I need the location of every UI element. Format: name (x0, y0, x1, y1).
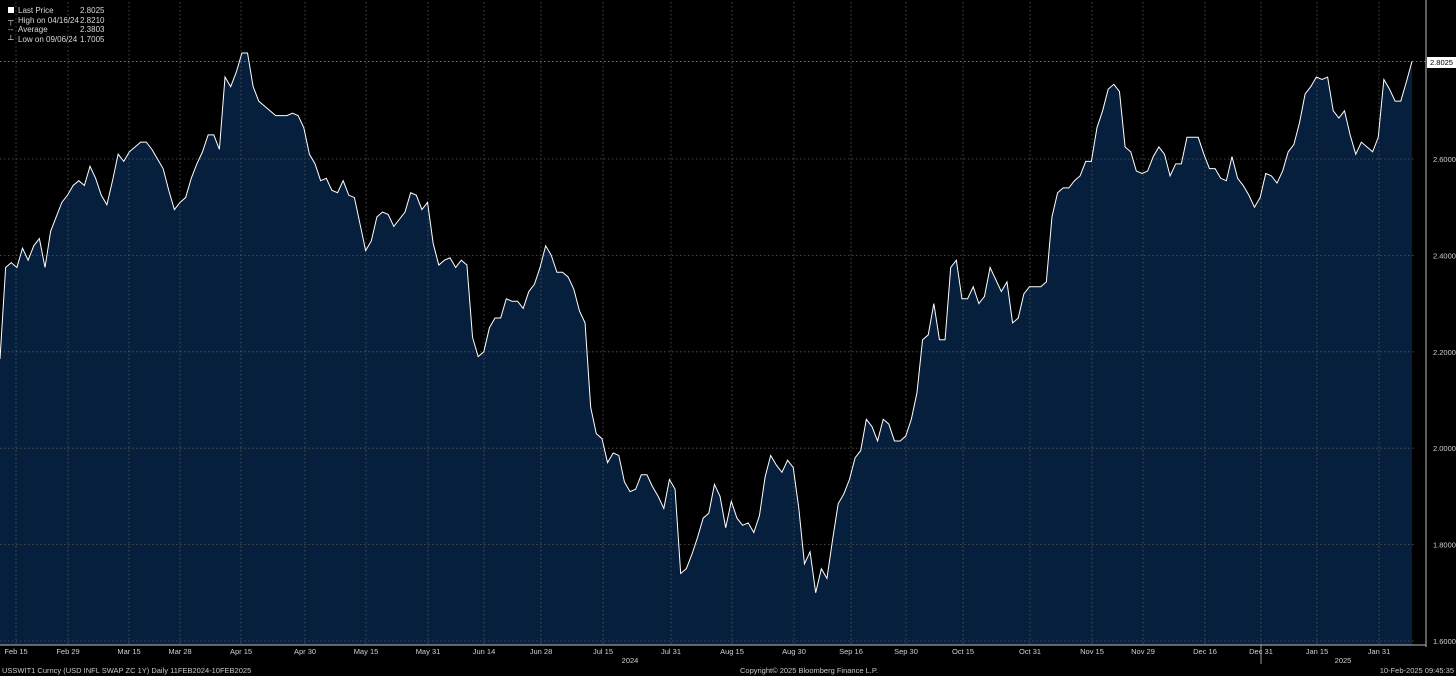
x-tick-label: Nov 29 (1131, 647, 1155, 656)
x-tick-label: Apr 30 (294, 647, 316, 656)
year-label: 2025 (1335, 656, 1352, 665)
footer-copyright: Copyright© 2025 Bloomberg Finance L.P. (740, 666, 878, 675)
legend-last-price-value: 2.8025 (80, 6, 105, 15)
footer-security-description: USSWIT1 Curncy (USD INFL SWAP ZC 1Y) Dai… (2, 666, 252, 675)
average-marker-icon: -- (8, 25, 14, 34)
x-tick-label: Oct 15 (952, 647, 974, 656)
last-price-marker-icon (8, 7, 14, 13)
x-tick-label: Aug 15 (720, 647, 744, 656)
x-tick-label: Dec 16 (1193, 647, 1217, 656)
x-tick-label: Aug 30 (782, 647, 806, 656)
x-tick-label: Jun 28 (530, 647, 553, 656)
legend-average-label: Average (18, 25, 48, 34)
legend-low-label: Low on 09/06/24 (18, 34, 78, 44)
y-tick-label: 2.0000 (1433, 444, 1456, 453)
legend-high-label: High on 04/16/24 (18, 15, 79, 25)
x-tick-label: Jan 31 (1368, 647, 1391, 656)
x-tick-label: Apr 15 (230, 647, 252, 656)
legend-low-value: 1.7005 (80, 34, 105, 44)
y-tick-label: 2.4000 (1433, 251, 1456, 260)
chart-legend: Last Price 2.8025 ┬ High on 04/16/24 2.8… (8, 6, 104, 44)
x-tick-label: Nov 15 (1080, 647, 1104, 656)
legend-last-price-label: Last Price (18, 6, 54, 15)
high-marker-icon: ┬ (8, 15, 14, 25)
x-tick-label: Jun 14 (473, 647, 496, 656)
x-tick-label: Jul 15 (593, 647, 613, 656)
y-tick-label: 2.6000 (1433, 155, 1456, 164)
x-tick-label: Sep 30 (894, 647, 918, 656)
last-price-tag: 2.8025 (1427, 57, 1456, 68)
low-marker-icon: ┴ (8, 34, 14, 44)
legend-high-value: 2.8210 (80, 15, 105, 25)
series-line (0, 52, 1413, 593)
x-tick-label: Feb 15 (4, 647, 27, 656)
series-area (0, 52, 1412, 645)
x-tick-label: May 31 (416, 647, 441, 656)
x-tick-label: Jan 15 (1306, 647, 1329, 656)
x-tick-label: Sep 16 (839, 647, 863, 656)
x-tick-label: Feb 29 (56, 647, 79, 656)
year-label: 2024 (622, 656, 639, 665)
x-tick-label: Jul 31 (661, 647, 681, 656)
x-tick-label: Mar 28 (168, 647, 191, 656)
x-tick-label: Oct 31 (1019, 647, 1041, 656)
footer-timestamp: 10-Feb-2025 09:45:35 (1379, 666, 1454, 675)
legend-average-value: 2.3803 (80, 25, 105, 34)
y-tick-label: 1.6000 (1433, 637, 1456, 646)
x-tick-label: May 15 (354, 647, 379, 656)
y-tick-label: 2.2000 (1433, 348, 1456, 357)
x-tick-label: Mar 15 (117, 647, 140, 656)
y-tick-label: 1.8000 (1433, 541, 1456, 550)
